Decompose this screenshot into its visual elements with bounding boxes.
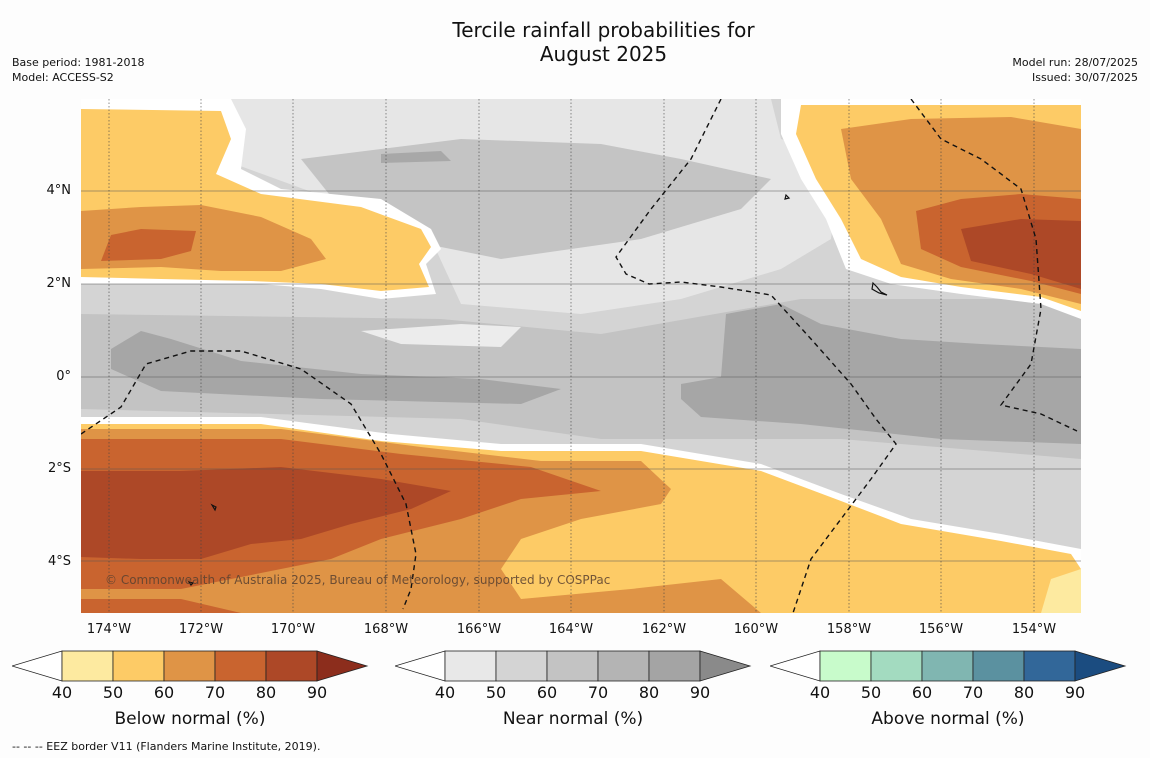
map-title: Tercile rainfall probabilities for Augus… <box>0 18 1150 66</box>
x-tick-172w: 172°W <box>178 622 224 637</box>
x-tick-158w: 158°W <box>826 622 872 637</box>
colorbar-low-arrow <box>10 650 63 682</box>
colorbar-1 <box>10 650 370 688</box>
model-info: Base period: 1981-2018 Model: ACCESS-S2 <box>12 55 144 85</box>
colorbar-bin <box>265 650 318 682</box>
colorbar-bin <box>163 650 216 682</box>
colorbar-bin <box>112 650 165 682</box>
colorbar-tick-label: 70 <box>204 683 226 702</box>
islands <box>187 193 888 586</box>
colorbar-tick-label: 70 <box>962 683 984 702</box>
eez-footnote: -- -- -- EEZ border V11 (Flanders Marine… <box>12 740 321 753</box>
base-period: Base period: 1981-2018 <box>12 56 145 69</box>
colorbar-low-arrow <box>768 650 821 682</box>
colorbar-tick-label: 60 <box>153 683 175 702</box>
colorbar-bin <box>597 650 650 682</box>
copyright-notice: © Commonwealth of Australia 2025, Bureau… <box>105 573 611 587</box>
colorbar-high-arrow <box>699 650 752 682</box>
colorbar-bin <box>921 650 974 682</box>
issued-date: Issued: 30/07/2025 <box>1031 71 1138 84</box>
x-tick-166w: 166°W <box>456 622 502 637</box>
x-tick-162w: 162°W <box>641 622 687 637</box>
colorbar-bin <box>870 650 923 682</box>
eez-borders <box>81 99 1078 613</box>
below-normal-80-nw <box>101 229 196 261</box>
colorbar-bin <box>1023 650 1076 682</box>
x-tick-174w: 174°W <box>86 622 132 637</box>
model-name: Model: ACCESS-S2 <box>12 71 114 84</box>
colorbar-3 <box>768 650 1128 688</box>
colorbar-low-arrow <box>393 650 446 682</box>
colorbar-tick-label: 90 <box>689 683 711 702</box>
near-normal-90-east <box>681 304 1081 444</box>
below-normal-90-ne <box>961 219 1081 289</box>
colorbar-bin <box>495 650 548 682</box>
colorbar-bin <box>648 650 701 682</box>
colorbar-bin <box>61 650 114 682</box>
near-normal-90-north <box>381 151 451 163</box>
x-tick-156w: 156°W <box>918 622 964 637</box>
map-canvas <box>81 99 1081 613</box>
colorbar-tick-label: 80 <box>1013 683 1035 702</box>
x-tick-154w: 154°W <box>1011 622 1057 637</box>
colorbar-high-arrow <box>1074 650 1127 682</box>
colorbar-bin <box>546 650 599 682</box>
below-normal-80-sw <box>81 599 241 613</box>
y-tick-4s: 4°S <box>47 554 71 569</box>
colorbar-tick-label: 90 <box>1064 683 1086 702</box>
colorbar-tick-label: 80 <box>638 683 660 702</box>
colorbar-tick-label: 60 <box>911 683 933 702</box>
colorbar-bin <box>972 650 1025 682</box>
colorbar-bin <box>444 650 497 682</box>
colorbar-caption: Below normal (%) <box>114 709 266 729</box>
below-normal-90-s <box>81 467 451 559</box>
y-tick-4n: 4°N <box>46 183 72 198</box>
map-meridians <box>108 99 1035 613</box>
colorbar-tick-label: 50 <box>102 683 124 702</box>
colorbar-caption: Near normal (%) <box>502 709 644 729</box>
colorbar-high-arrow <box>316 650 369 682</box>
y-tick-2n: 2°N <box>46 276 72 291</box>
colorbar-tick-label: 40 <box>51 683 73 702</box>
x-tick-168w: 168°W <box>363 622 409 637</box>
colorbar-tick-label: 40 <box>434 683 456 702</box>
run-info: Model run: 28/07/2025 Issued: 30/07/2025 <box>1012 55 1138 85</box>
colorbar-tick-label: 90 <box>306 683 328 702</box>
title-line-1: Tercile rainfall probabilities for <box>452 18 755 42</box>
colorbar-tick-label: 70 <box>587 683 609 702</box>
near-normal-50-center <box>361 324 521 347</box>
title-line-2: August 2025 <box>539 42 668 66</box>
colorbar-bin <box>214 650 267 682</box>
x-tick-170w: 170°W <box>270 622 316 637</box>
colorbar-tick-label: 50 <box>485 683 507 702</box>
x-tick-164w: 164°W <box>548 622 594 637</box>
map-gridlines <box>81 190 1081 562</box>
y-tick-0: 0° <box>56 369 71 384</box>
x-tick-160w: 160°W <box>733 622 779 637</box>
near-normal-90-west <box>111 331 561 404</box>
below-normal-50-se <box>1041 569 1081 613</box>
probability-map: © Commonwealth of Australia 2025, Bureau… <box>81 99 1081 613</box>
colorbar-bin <box>819 650 872 682</box>
colorbar-tick-label: 40 <box>809 683 831 702</box>
y-tick-2s: 2°S <box>47 461 71 476</box>
colorbar-caption: Above normal (%) <box>871 709 1025 729</box>
model-run: Model run: 28/07/2025 <box>1012 56 1138 69</box>
colorbar-2 <box>393 650 753 688</box>
colorbar-tick-label: 80 <box>255 683 277 702</box>
colorbar-tick-label: 50 <box>860 683 882 702</box>
colorbar-tick-label: 60 <box>536 683 558 702</box>
